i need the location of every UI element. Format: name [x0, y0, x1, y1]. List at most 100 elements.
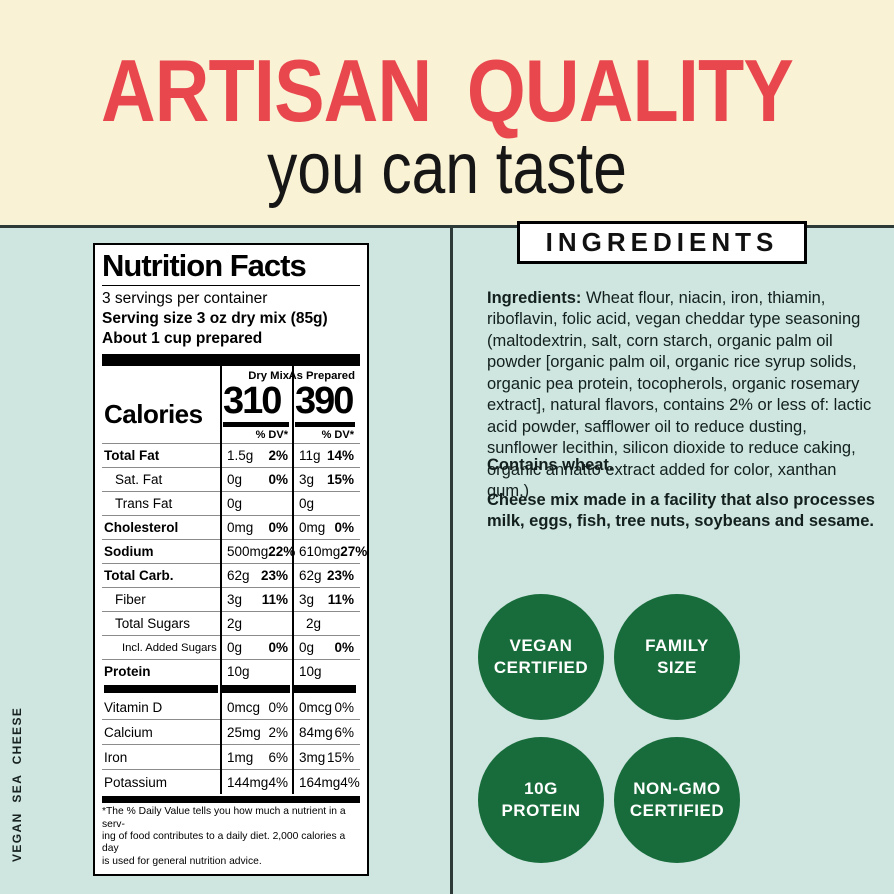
dry-mix-header: Dry Mix: [248, 369, 289, 382]
as-prepared-header: As Prepared: [288, 369, 355, 382]
prep-amount: 3g: [299, 592, 315, 608]
dv-label: % DV*: [321, 429, 354, 442]
badge-label: VEGAN CERTIFIED: [493, 635, 589, 677]
prep-amount: 2g: [306, 616, 322, 632]
dry-dv: 22%: [268, 544, 296, 560]
dry-amount: 0g: [227, 496, 243, 512]
dry-amount: 62g: [227, 568, 250, 584]
prep-amount: 10g: [299, 664, 322, 680]
column-divider: [292, 365, 294, 795]
prep-amount: 610mg: [299, 544, 341, 560]
badge-10g-protein: 10G PROTEIN: [478, 737, 604, 863]
nutrient-name: Incl. Added Sugars: [122, 641, 217, 654]
nutrient-name: Total Fat: [104, 448, 160, 464]
prep-amount: 11g: [299, 448, 321, 464]
column-divider: [220, 365, 222, 795]
nutrition-title: Nutrition Facts: [102, 248, 307, 283]
prep-amount: 0g: [299, 496, 315, 512]
nutrient-name: Vitamin D: [104, 699, 163, 715]
prep-amount: 3g: [299, 472, 315, 488]
dry-amount: 2g: [227, 616, 243, 632]
underbar: [295, 422, 355, 428]
prep-amount: 84mg: [299, 724, 333, 740]
prep-amount: 3mg: [299, 749, 326, 765]
prep-dv: 0%: [334, 699, 354, 715]
calories-prepared-value: 390: [295, 379, 354, 422]
underbar: [223, 422, 289, 428]
badge-grid: VEGAN CERTIFIED FAMILY SIZE 10G PROTEIN …: [478, 594, 740, 863]
servings-per-container: 3 servings per container: [102, 290, 268, 308]
serving-size: Serving size 3 oz dry mix (85g): [102, 310, 328, 328]
table-row: Vitamin D 0mcg 0% 0mcg 0%: [102, 695, 360, 719]
table-row: Sodium 500mg 22% 610mg 27%: [102, 539, 367, 563]
section-bars: [102, 683, 360, 695]
table-row: Total Carb. 62g 23% 62g 23%: [102, 563, 360, 587]
calories-section: Calories Dry Mix 310 % DV* As Prepared 3…: [102, 366, 360, 444]
prep-amount: 0mg: [299, 520, 326, 536]
horizontal-divider: [0, 225, 894, 228]
nutrient-name: Sat. Fat: [115, 472, 163, 488]
dry-dv: 4%: [268, 774, 288, 790]
dry-amount: 1.5g: [227, 448, 254, 464]
dv-footnote: *The % Daily Value tells you how much a …: [102, 806, 346, 867]
dry-amount: 0mcg: [227, 699, 261, 715]
dry-dv: 2%: [268, 724, 288, 740]
prep-dv: 23%: [326, 568, 354, 584]
nutrient-name: Sodium: [104, 544, 154, 560]
calories-label: Calories: [104, 399, 203, 430]
dry-dv: 23%: [260, 568, 288, 584]
serving-note: About 1 cup prepared: [102, 330, 263, 348]
table-row: Iron 1mg 6% 3mg 15%: [102, 744, 360, 769]
nutrient-name: Potassium: [104, 774, 168, 790]
table-row: Total Sugars 2g 2g: [102, 611, 360, 635]
prep-amount: 0g: [299, 640, 315, 656]
prep-dv: 4%: [340, 774, 360, 790]
dry-amount: 144mg: [227, 774, 269, 790]
table-row: Sat. Fat 0g 0% 3g 15%: [102, 467, 360, 491]
facility-statement: Cheese mix made in a facility that also …: [487, 491, 875, 531]
dry-amount: 500mg: [227, 544, 269, 560]
dry-amount: 1mg: [227, 749, 254, 765]
dry-amount: 0mg: [227, 520, 254, 536]
dry-amount: 0g: [227, 640, 243, 656]
nutrient-name: Iron: [104, 749, 128, 765]
table-row: Trans Fat 0g 0g: [102, 491, 360, 515]
side-product-label: VEGAN SEA CHEESE: [10, 706, 24, 862]
prep-dv: 6%: [334, 724, 354, 740]
nutrient-name: Trans Fat: [115, 496, 173, 512]
prep-dv: 15%: [326, 749, 354, 765]
badge-label: NON-GMO CERTIFIED: [629, 778, 725, 820]
ingredients-heading: INGREDIENTS: [517, 221, 807, 264]
ingredients-body: Wheat flour, niacin, iron, thiamin, ribo…: [487, 289, 872, 500]
nutrient-name: Fiber: [115, 592, 146, 608]
prep-dv: 0%: [334, 520, 354, 536]
ingredients-paragraph: Ingredients: Wheat flour, niacin, iron, …: [487, 288, 879, 502]
nutrient-name: Calcium: [104, 724, 153, 740]
prep-dv: 0%: [334, 640, 354, 656]
prep-dv: 11%: [327, 592, 354, 608]
page-subtitle: you can taste: [267, 129, 627, 209]
table-row: Protein 10g 10g: [102, 659, 360, 683]
table-row: Total Fat 1.5g 2% 11g 14%: [102, 443, 360, 467]
prep-amount: 0mcg: [299, 699, 333, 715]
dry-dv: 2%: [268, 448, 288, 464]
table-row: Fiber 3g 11% 3g 11%: [102, 587, 360, 611]
dry-dv: 0%: [268, 472, 288, 488]
nutrient-name: Total Sugars: [115, 616, 191, 632]
calories-dry-value: 310: [223, 379, 282, 422]
badge-family-size: FAMILY SIZE: [614, 594, 740, 720]
nutrient-name: Total Carb.: [104, 568, 174, 584]
thick-bar: [102, 796, 360, 804]
prep-dv: 27%: [340, 544, 368, 560]
badge-label: 10G PROTEIN: [501, 778, 581, 820]
prep-amount: 164mg: [299, 774, 341, 790]
table-row: Potassium 144mg 4% 164mg 4%: [102, 769, 360, 794]
dry-amount: 25mg: [227, 724, 261, 740]
dry-dv: 0%: [268, 640, 288, 656]
header-band: ARTISAN QUALITY you can taste: [0, 0, 894, 226]
nutrient-name: Cholesterol: [104, 520, 179, 536]
nutrition-table: Calories Dry Mix 310 % DV* As Prepared 3…: [102, 365, 367, 795]
dry-dv: 0%: [268, 520, 288, 536]
vertical-divider: [450, 225, 453, 894]
